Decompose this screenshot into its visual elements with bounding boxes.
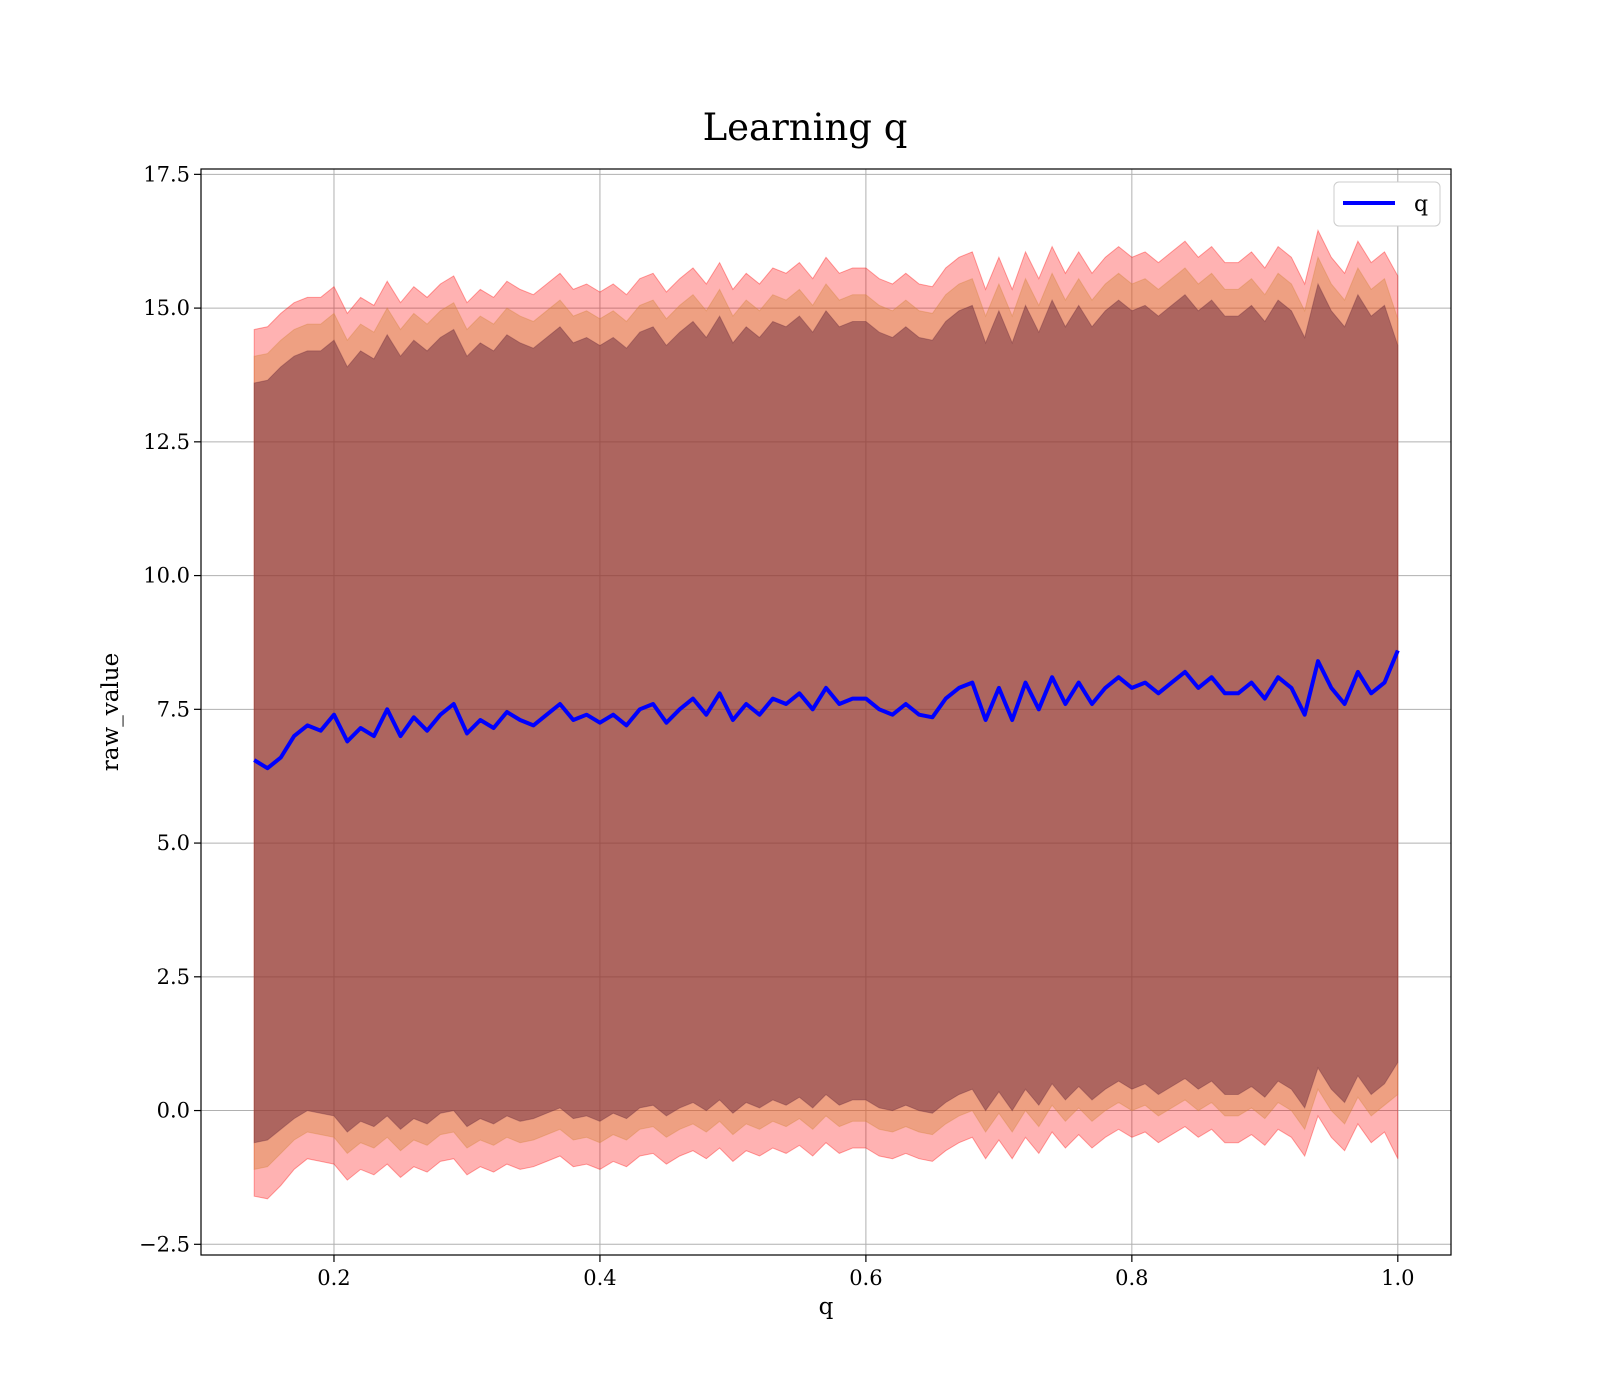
y-tick-label: 15.0 bbox=[143, 296, 190, 320]
chart-title: Learning q bbox=[703, 106, 908, 149]
y-axis: −2.5 0.0 2.5 5.0 7.5 10.0 12.5 15.0 17.5 bbox=[139, 162, 201, 1256]
x-axis-label: q bbox=[819, 1294, 834, 1320]
x-tick-label: 0.4 bbox=[583, 1266, 616, 1290]
x-tick-label: 0.2 bbox=[317, 1266, 350, 1290]
x-tick-label: 0.8 bbox=[1115, 1266, 1148, 1290]
y-axis-label: raw_value bbox=[98, 653, 124, 771]
bands-layer bbox=[253, 229, 1399, 1200]
y-tick-label: −2.5 bbox=[139, 1232, 190, 1256]
x-tick-label: 0.6 bbox=[849, 1266, 882, 1290]
line-layer bbox=[253, 649, 1400, 771]
y-tick-label: 12.5 bbox=[143, 430, 190, 454]
legend: q bbox=[1333, 181, 1441, 227]
series-q-line bbox=[253, 649, 1400, 771]
y-tick-label: 2.5 bbox=[157, 965, 190, 989]
y-tick-label: 0.0 bbox=[157, 1099, 190, 1123]
y-tick-label: 5.0 bbox=[157, 831, 190, 855]
y-tick-label: 7.5 bbox=[157, 697, 190, 721]
y-tick-label: 17.5 bbox=[143, 162, 190, 186]
x-axis: 0.2 0.4 0.6 0.8 1.0 bbox=[317, 1255, 1415, 1290]
legend-label-q: q bbox=[1414, 192, 1428, 217]
x-tick-label: 1.0 bbox=[1381, 1266, 1414, 1290]
band-inner bbox=[253, 282, 1399, 1144]
y-tick-label: 10.0 bbox=[143, 564, 190, 588]
plot-frame bbox=[200, 168, 1452, 1256]
